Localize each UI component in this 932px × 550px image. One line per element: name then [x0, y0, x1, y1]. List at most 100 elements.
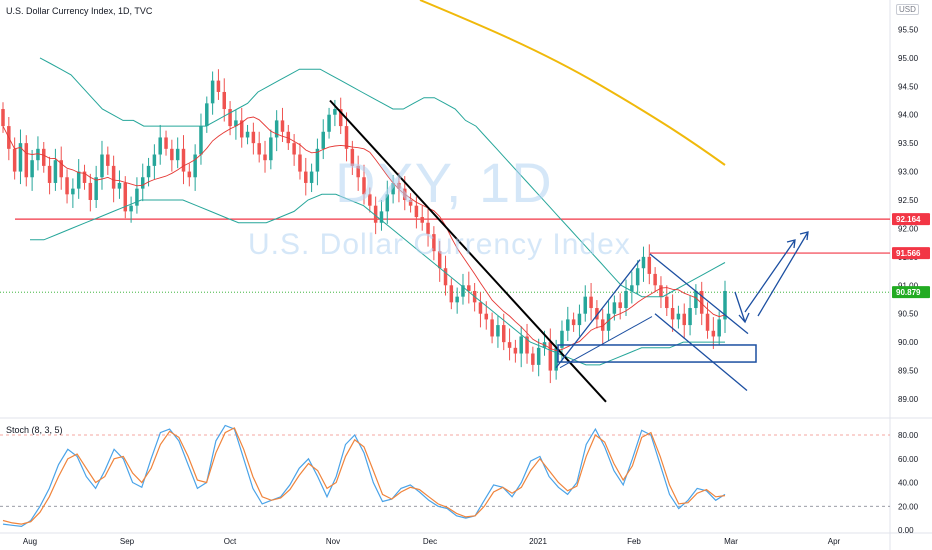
price-tick-label: 95.50 — [898, 25, 919, 34]
candle-body — [548, 342, 553, 371]
candle-body — [426, 222, 430, 235]
price-tick-label: 94.00 — [898, 111, 919, 120]
candle-body — [309, 171, 314, 183]
candle-body — [711, 330, 716, 337]
candle-body — [531, 353, 535, 365]
candle-body — [630, 285, 634, 291]
candle-body — [566, 319, 570, 331]
candle-body — [321, 131, 325, 149]
candle-body — [665, 296, 669, 309]
candle-body — [338, 109, 343, 127]
candle-body — [694, 290, 698, 309]
candle-body — [624, 290, 628, 309]
candle-body — [333, 109, 337, 115]
candle-body — [18, 143, 23, 172]
time-tick-label: Nov — [326, 537, 340, 546]
price-tick-label: 93.00 — [898, 168, 919, 177]
candle-body — [123, 182, 128, 212]
stoch-label: Stoch (8, 3, 5) — [6, 425, 63, 435]
candle-body — [36, 148, 40, 161]
candle-body — [239, 120, 244, 138]
time-tick-label: Feb — [627, 537, 641, 546]
candle-body — [659, 285, 663, 297]
candle-body — [670, 308, 675, 320]
candle-body — [106, 154, 110, 166]
candle-body — [187, 171, 192, 178]
candle-body — [350, 148, 355, 166]
candle-body — [478, 302, 483, 314]
candle-body — [414, 205, 419, 218]
candle-body — [94, 177, 98, 200]
candle-body — [222, 91, 227, 110]
price-label: 90.879 — [896, 288, 921, 297]
candle-body — [193, 154, 197, 178]
candle-body — [525, 336, 529, 354]
price-tick-label: 89.00 — [898, 395, 919, 404]
candle-body — [641, 256, 646, 269]
candle-body — [164, 137, 168, 149]
candle-body — [560, 330, 564, 348]
time-tick-label: Oct — [224, 537, 237, 546]
candle-body — [216, 80, 221, 92]
descending-trendline — [329, 99, 607, 403]
arrow-down-icon — [734, 291, 750, 324]
time-tick-label: Dec — [423, 537, 437, 546]
candle-body — [59, 160, 63, 178]
candle-body — [274, 120, 279, 138]
candle-body — [385, 194, 390, 212]
candle-body — [443, 268, 448, 286]
candle-body — [455, 296, 459, 303]
candle-body — [158, 137, 162, 155]
bollinger-basis-line — [2, 116, 726, 352]
candle-body — [111, 165, 116, 189]
price-label: 92.164 — [896, 215, 921, 224]
candle-body — [65, 177, 69, 195]
price-tick-label: 91.00 — [898, 281, 919, 290]
candle-body — [467, 285, 471, 291]
stoch-tick-label: 20.00 — [898, 502, 919, 511]
price-tick-label: 92.00 — [898, 224, 919, 233]
candle-body — [251, 131, 256, 144]
candle-body — [717, 319, 721, 337]
stoch-tick-label: 40.00 — [898, 479, 919, 488]
candle-body — [449, 285, 454, 303]
candle-body — [554, 347, 558, 371]
price-label: 91.566 — [896, 249, 921, 258]
stoch-d-line — [2, 427, 726, 525]
candle-body — [618, 302, 622, 309]
price-tick-label: 89.50 — [898, 367, 919, 376]
candle-body — [82, 171, 87, 183]
price-tick-label: 90.00 — [898, 338, 919, 347]
bollinger-lower-line — [30, 193, 725, 366]
candle-body — [315, 148, 320, 172]
channel-base-line — [559, 316, 653, 369]
candle-body — [245, 131, 250, 138]
candle-body — [356, 165, 360, 178]
candle-body — [257, 143, 261, 155]
candle-body — [688, 308, 692, 326]
candle-body — [170, 148, 174, 161]
candle-body — [304, 171, 308, 183]
candle-body — [723, 290, 727, 320]
candle-body — [577, 313, 582, 326]
candle-body — [583, 296, 588, 314]
candle-body — [612, 302, 617, 314]
candle-body — [461, 285, 465, 297]
candle-body — [71, 188, 75, 195]
candle-body — [117, 182, 122, 189]
candle-body — [199, 126, 203, 155]
candle-body — [292, 143, 296, 155]
candle-body — [484, 313, 489, 320]
stoch-tick-label: 60.00 — [898, 455, 919, 464]
price-label-bg — [892, 213, 930, 226]
flag-lower-line — [654, 313, 748, 391]
candle-body — [205, 103, 209, 127]
currency-tag[interactable]: USD — [896, 4, 919, 15]
candle-body — [595, 308, 599, 320]
support-box — [557, 344, 757, 363]
candle-body — [519, 336, 523, 354]
candle-body — [286, 131, 291, 144]
candle-body — [397, 182, 401, 189]
watermark-name: U.S. Dollar Currency Index — [248, 228, 631, 261]
